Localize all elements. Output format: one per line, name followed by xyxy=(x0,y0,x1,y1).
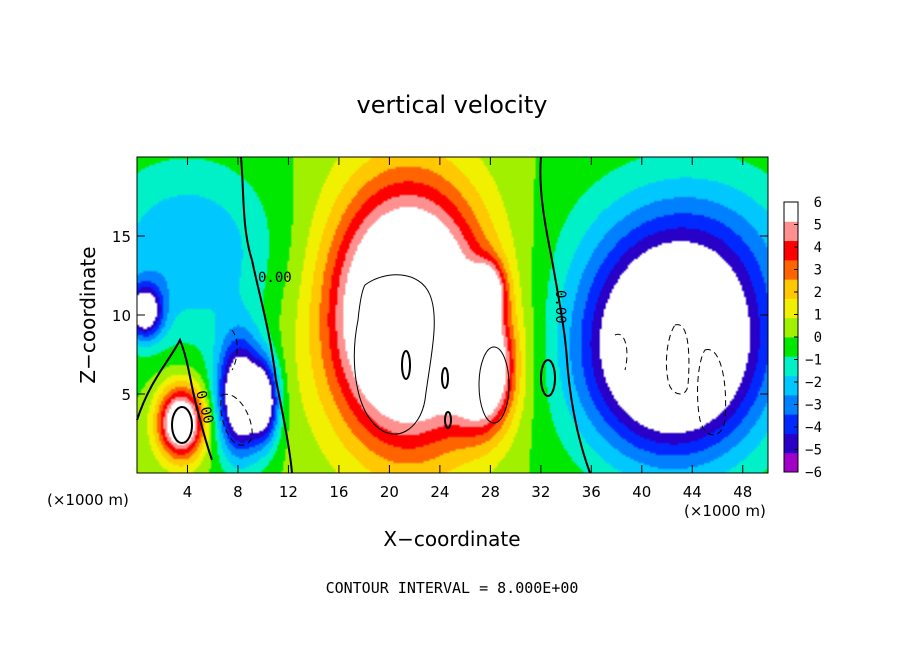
colorbar-swatch xyxy=(784,259,798,280)
colorbar-swatch xyxy=(784,202,798,222)
negative-contour xyxy=(665,324,690,395)
colorbar-label: −5 xyxy=(805,443,822,459)
velocity-field xyxy=(137,157,768,473)
x-tick-label: 8 xyxy=(233,483,243,501)
colorbar-label: 2 xyxy=(814,285,822,301)
chart-title: vertical velocity xyxy=(357,91,548,119)
colorbar-label: −2 xyxy=(805,375,822,391)
zero-contour xyxy=(136,337,213,461)
colorbar-label: 3 xyxy=(814,263,822,279)
x-unit-right: (×1000 m) xyxy=(684,502,766,520)
colorbar-label: −3 xyxy=(805,398,822,414)
colorbar-swatch xyxy=(784,452,798,473)
zero-contour xyxy=(444,411,452,429)
contour-labels: 0.000.000.00 xyxy=(192,270,568,426)
colorbar-swatch xyxy=(784,356,798,377)
x-unit-left: (×1000 m) xyxy=(47,491,129,509)
positive-contour xyxy=(401,350,411,380)
positive-contour xyxy=(171,406,193,444)
colorbar-swatch xyxy=(784,279,798,299)
zero-contour xyxy=(240,156,293,474)
colorbar-swatch xyxy=(784,221,798,242)
x-tick-label: 36 xyxy=(582,483,601,501)
negative-contour xyxy=(220,393,253,446)
colorbar: 6 5 4 3 2 1 0 −1 −2 −3 −4 −5 −6 xyxy=(783,195,822,481)
y-ticks: 5 10 15 xyxy=(112,228,768,404)
y-tick-label: 15 xyxy=(112,228,131,246)
x-tick-label: 28 xyxy=(481,483,500,501)
zero-contour xyxy=(441,367,449,389)
colorbar-label: 0 xyxy=(814,330,822,346)
negative-contour xyxy=(614,333,628,371)
colorbar-label: 5 xyxy=(814,218,822,234)
zero-contour xyxy=(540,359,556,397)
contour-lines xyxy=(136,156,727,474)
x-tick-label: 44 xyxy=(683,483,702,501)
x-tick-label: 12 xyxy=(279,483,298,501)
colorbar-swatch xyxy=(784,375,798,396)
contour-interval-note: CONTOUR INTERVAL = 8.000E+00 xyxy=(326,579,579,597)
colorbar-label: 4 xyxy=(814,240,822,256)
colorbar-swatch xyxy=(784,298,798,319)
contour-label: 0.00 xyxy=(258,270,292,286)
plot-area: 0.000.000.00 4 8 12 16 20 24 28 32 36 40 44 48 5101… xyxy=(112,156,769,501)
y-tick-label: 5 xyxy=(121,386,131,404)
colorbar-swatch xyxy=(784,317,798,338)
x-axis-label: X−coordinate xyxy=(383,527,520,551)
colorbar-label: −4 xyxy=(805,420,822,436)
colorbar-swatch xyxy=(784,337,798,357)
colorbar-swatch xyxy=(784,433,798,454)
x-ticks: 4 8 12 16 20 24 28 32 36 40 44 48 xyxy=(183,157,752,501)
positive-contour xyxy=(478,346,510,424)
colorbar-swatch xyxy=(784,240,798,261)
x-tick-label: 48 xyxy=(733,483,752,501)
negative-contour xyxy=(231,329,238,371)
colorbar-label: −6 xyxy=(805,465,822,481)
zero-contour xyxy=(539,156,591,474)
positive-contour xyxy=(353,274,435,435)
x-tick-label: 20 xyxy=(380,483,399,501)
x-tick-label: 4 xyxy=(183,483,193,501)
negative-contour xyxy=(697,349,727,436)
y-tick-label: 10 xyxy=(112,307,131,325)
y-axis-label: Z−coordinate xyxy=(76,246,100,383)
colorbar-swatch xyxy=(784,394,798,415)
colorbar-label: 1 xyxy=(814,308,822,324)
colorbar-label: −1 xyxy=(805,353,822,369)
x-tick-label: 16 xyxy=(329,483,348,501)
contour-label: 0.00 xyxy=(552,290,568,324)
x-tick-label: 40 xyxy=(632,483,651,501)
colorbar-label: 6 xyxy=(814,195,822,211)
colorbar-swatch xyxy=(784,414,798,434)
x-tick-label: 32 xyxy=(531,483,550,501)
x-tick-label: 24 xyxy=(430,483,449,501)
